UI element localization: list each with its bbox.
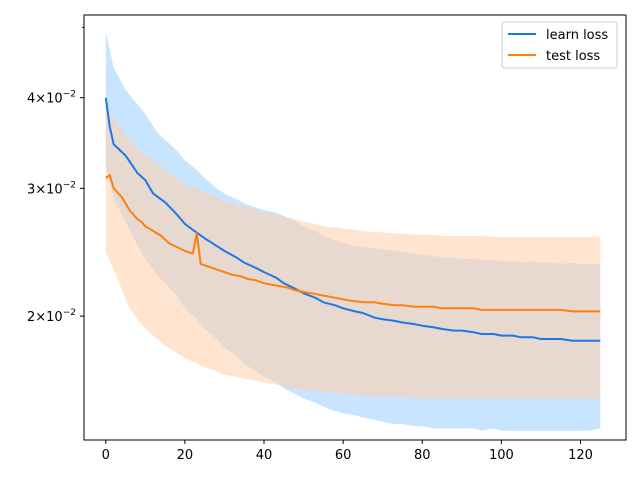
- legend-label-test-loss: test loss: [546, 49, 600, 64]
- x-axis: 0 20 40 60 80 100 120: [102, 440, 593, 463]
- x-tick-label: 100: [489, 448, 514, 463]
- line-learn-loss: [104, 97, 601, 342]
- band-test-loss: [105, 109, 601, 399]
- x-tick-label: 40: [256, 448, 273, 463]
- y-tick-label: 4×10−2: [27, 90, 76, 107]
- series-lines: [104, 97, 601, 342]
- x-tick-label: 0: [102, 448, 110, 463]
- confidence-bands: [105, 32, 601, 431]
- y-tick-label: 2×10−2: [27, 308, 76, 325]
- x-tick-label: 20: [177, 448, 194, 463]
- y-axis: 2×10−2 3×10−2 4×10−2: [27, 26, 84, 325]
- line-test-loss: [105, 174, 601, 313]
- legend: learn loss test loss: [501, 21, 618, 69]
- x-tick-label: 80: [414, 448, 431, 463]
- plot-frame: [83, 14, 627, 441]
- x-tick-label: 60: [335, 448, 352, 463]
- x-tick-label: 120: [568, 448, 593, 463]
- legend-label-learn-loss: learn loss: [546, 28, 608, 43]
- y-tick-label: 3×10−2: [27, 180, 76, 197]
